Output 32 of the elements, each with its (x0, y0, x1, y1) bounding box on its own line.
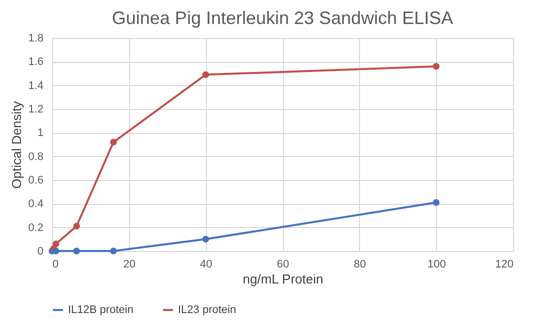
x-tick-label: 80 (354, 258, 366, 270)
y-tick-label: 0.8 (28, 150, 44, 163)
x-tick-label: 60 (276, 258, 290, 270)
x-tick-label: 40 (200, 258, 212, 270)
point (73, 222, 80, 230)
point (52, 248, 60, 254)
y-tick-label: 0.6 (28, 174, 44, 186)
x-tick-label: 120 (495, 258, 514, 270)
y-tick-label: 1.8 (28, 32, 44, 44)
point (110, 248, 117, 254)
x-axis-title: ng/mL Protein (242, 272, 324, 286)
x-tick-label: 0 (52, 258, 59, 270)
y-axis-title: Optical Density (9, 100, 24, 189)
chart-title: Guinea Pig Interleukin 23 Sandwich ELISA (112, 8, 454, 28)
x-tick-label: 20 (123, 258, 136, 270)
y-tick-label: 0.4 (28, 198, 44, 210)
y-tick-label: 0.2 (28, 222, 44, 234)
y-tick-label: 0 (37, 246, 44, 258)
x-tick-label: 100 (427, 258, 446, 270)
y-tick-label: 1 (37, 127, 44, 140)
point (110, 138, 117, 146)
point (202, 236, 210, 243)
point (432, 199, 440, 206)
point (202, 71, 210, 78)
point (73, 248, 80, 254)
y-tick-label: 1.4 (28, 80, 44, 92)
legend-label: IL12B protein (68, 304, 134, 316)
point (52, 240, 60, 248)
legend-label: IL23 protein (178, 304, 236, 316)
point (432, 63, 440, 70)
y-tick-label: 1.2 (28, 104, 44, 116)
y-tick-label: 1.6 (28, 56, 44, 68)
